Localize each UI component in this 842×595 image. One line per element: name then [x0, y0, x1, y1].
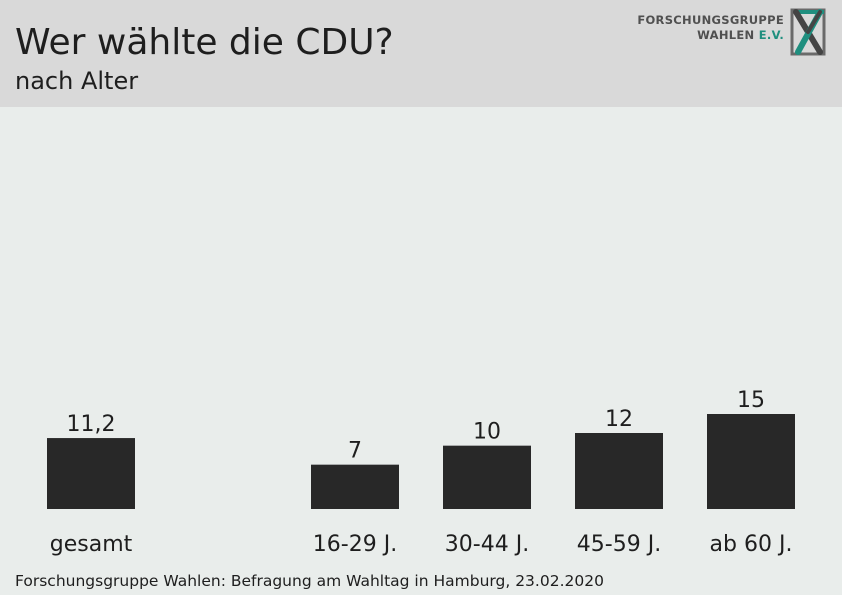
logo-text-main: WAHLEN: [697, 28, 759, 42]
bar-3: [575, 433, 663, 509]
value-label-2: 10: [473, 420, 501, 445]
value-label-3: 12: [605, 407, 633, 432]
chart-subtitle: nach Alter: [15, 67, 139, 95]
category-label-1: 16-29 J.: [313, 532, 397, 557]
publisher-logo: FORSCHUNGSGRUPPE WAHLEN E.V.: [636, 8, 836, 58]
bar-2: [443, 445, 531, 509]
value-label-1: 7: [348, 439, 362, 464]
category-label-3: 45-59 J.: [577, 532, 661, 557]
category-label-2: 30-44 J.: [445, 532, 529, 557]
value-label-0: 11,2: [67, 412, 116, 437]
bar-chart: 11,2 gesamt 7 16-29 J. 10 30-44 J. 12 45-59 J. 1…: [47, 388, 795, 557]
chart-source-note: Forschungsgruppe Wahlen: Befragung am Wa…: [15, 572, 604, 590]
logo-text-line1: FORSCHUNGSGRUPPE: [637, 13, 784, 27]
bar-4: [707, 414, 795, 509]
category-label-0: gesamt: [50, 532, 133, 557]
bar-1: [311, 464, 399, 509]
fgw-x-logo-icon: [790, 8, 826, 56]
bar-0: [47, 438, 135, 509]
logo-text-accent: E.V.: [758, 28, 784, 42]
logo-text-line2: WAHLEN E.V.: [697, 28, 784, 42]
chart-header: Wer wählte die CDU? nach Alter FORSCHUNG…: [0, 0, 842, 107]
category-label-4: ab 60 J.: [710, 532, 793, 557]
value-label-4: 15: [737, 388, 765, 413]
chart-title: Wer wählte die CDU?: [15, 22, 394, 63]
